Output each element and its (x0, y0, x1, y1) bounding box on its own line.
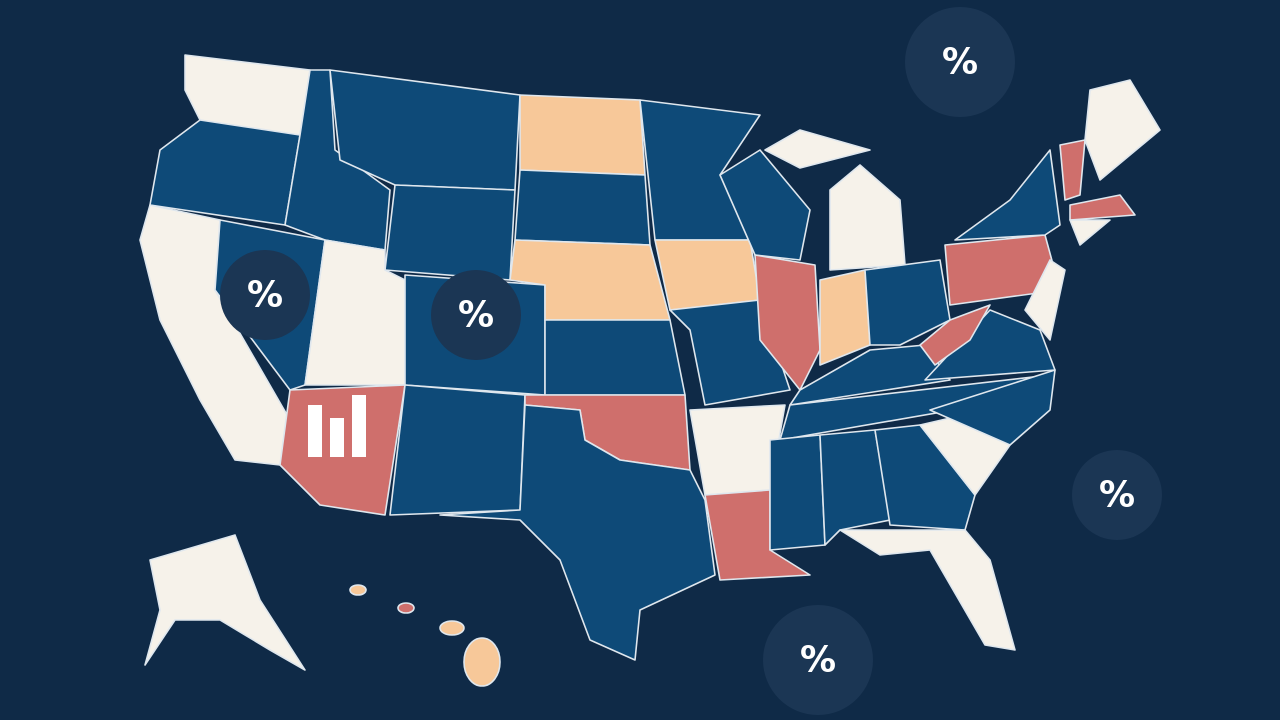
alaska (144, 534, 306, 671)
icon-bar (330, 418, 344, 457)
state (769, 434, 826, 551)
state (819, 429, 891, 546)
state (384, 184, 516, 281)
state (1069, 219, 1111, 246)
badge: % (763, 605, 873, 715)
state (1059, 139, 1086, 201)
state (1084, 79, 1161, 181)
badge-circle (905, 7, 1015, 117)
badge-label: % (247, 275, 283, 316)
state (764, 129, 871, 169)
state (864, 259, 951, 346)
state (544, 319, 686, 396)
icon-bar (352, 395, 366, 457)
state (919, 304, 991, 366)
state (719, 149, 811, 261)
state (439, 404, 716, 661)
state (754, 254, 821, 391)
badge-circle (220, 250, 310, 340)
icon-bar (308, 405, 322, 457)
state (704, 489, 811, 581)
badge-circle (1072, 450, 1162, 540)
state (654, 239, 761, 311)
hawaii-island (463, 637, 501, 687)
badge-circle (763, 605, 873, 715)
state (874, 424, 976, 531)
state (149, 119, 301, 226)
badge: % (905, 7, 1015, 117)
state (929, 369, 1056, 446)
badge-label: % (942, 42, 978, 83)
hawaii-island (439, 620, 465, 636)
state (519, 94, 646, 176)
state (1024, 259, 1066, 341)
state (389, 384, 526, 516)
states (139, 54, 1161, 687)
hawaii-island (349, 584, 367, 596)
badge: % (220, 250, 310, 340)
state (1069, 194, 1136, 221)
hawaii-island (397, 602, 415, 614)
state (829, 164, 906, 271)
bar-icon (308, 395, 366, 457)
badge: % (431, 270, 521, 360)
badge-circle (431, 270, 521, 360)
badge-label: % (1099, 475, 1135, 516)
badge: % (1072, 450, 1162, 540)
state (514, 169, 651, 246)
badge-label: % (800, 640, 836, 681)
state (839, 529, 1016, 651)
badge-label: % (458, 295, 494, 336)
state (954, 149, 1061, 241)
